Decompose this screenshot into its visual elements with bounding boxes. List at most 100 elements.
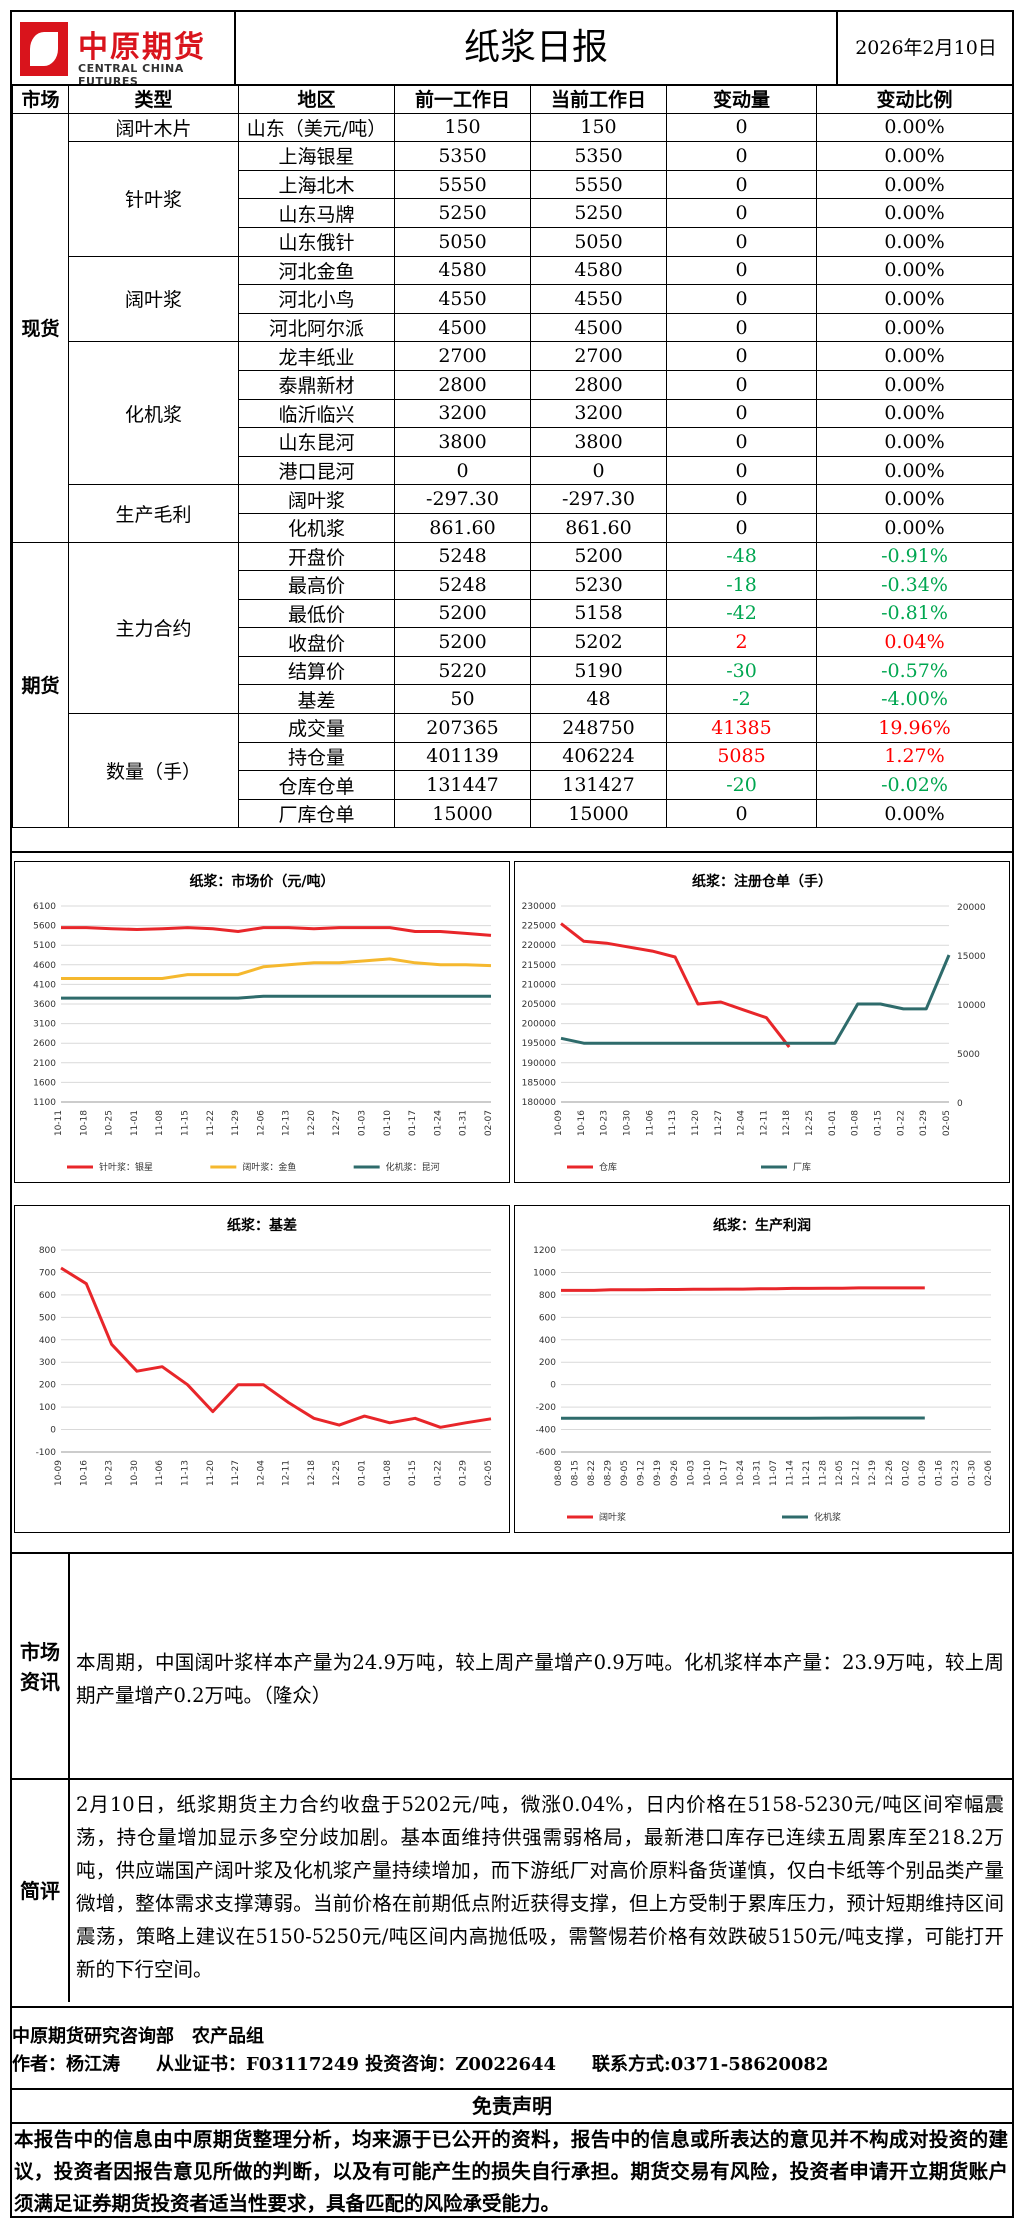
column-header: 变动比例: [816, 84, 1013, 114]
pct-cell: 0.00%: [816, 255, 1013, 286]
y-tick-label: 5100: [33, 941, 56, 951]
pct-cell: 0.00%: [816, 369, 1013, 400]
prev-cell: 150: [394, 112, 531, 143]
chart-svg: 纸浆：市场价（元/吨） 1100 1600 2100 2600 3100 3600 4100 4…: [33, 873, 494, 1173]
table-header-row: 市场 类型 地区 前一工作日 当前工作日 变动量 变动比例: [12, 84, 1013, 114]
y-tick-label: 2100: [33, 1059, 56, 1069]
x-tick-label: 01-10: [383, 1110, 393, 1136]
y-tick-label: 6100: [33, 902, 56, 912]
type-cell: 数量（手）: [68, 713, 239, 829]
production-profit-chart: 纸浆：生产利润 -600 -400 -200 0 200 400 600 800 1000 1200…: [514, 1205, 1010, 1533]
pct-cell: 0.00%: [816, 455, 1013, 486]
prev-cell: 50: [394, 684, 531, 715]
region-cell: 临沂临兴: [238, 398, 395, 429]
y-tick-label: 230000: [522, 902, 557, 912]
region-cell: 山东俄针: [238, 226, 395, 257]
chg-cell: 41385: [666, 713, 817, 743]
x-tick-label: 12-11: [759, 1110, 769, 1136]
x-tick-label: 10-23: [105, 1460, 115, 1486]
chart-title: 纸浆：基差: [227, 1217, 297, 1234]
x-tick-label: 02-05: [942, 1110, 952, 1136]
chart-title: 纸浆：注册仓单（手）: [692, 873, 832, 890]
chg-cell: -42: [666, 598, 817, 629]
curr-cell: 48: [530, 684, 667, 715]
market-cell: 期货: [12, 541, 69, 829]
x-tick-label: 10-24: [736, 1460, 746, 1486]
x-tick-label: 01-22: [433, 1460, 443, 1486]
chart-svg: 纸浆：基差 -100 0 100 200 300 400 500 600 700 800 10-09 1…: [36, 1217, 494, 1486]
x-tick-label: 12-05: [835, 1460, 845, 1486]
x-tick-label: 10-09: [554, 1110, 564, 1136]
region-cell: 泰鼎新材: [238, 369, 395, 400]
pct-cell: 0.00%: [816, 169, 1013, 200]
table-row: 山东昆河 3800 3800 0 0.00%: [13, 427, 1013, 457]
x-tick-label: 11-01: [130, 1110, 140, 1136]
x-tick-label: 02-06: [984, 1460, 994, 1486]
x-tick-label: 01-09: [918, 1460, 928, 1486]
x-tick-label: 01-03: [358, 1110, 368, 1136]
series-line: [560, 954, 951, 1045]
legend-label: 厂库: [793, 1161, 811, 1173]
y-tick-label: 400: [39, 1336, 56, 1346]
x-tick-label: 12-19: [868, 1460, 878, 1486]
x-tick-label: 01-30: [967, 1460, 977, 1486]
y-tick-label: 205000: [522, 1000, 557, 1010]
x-tick-label: 10-11: [54, 1110, 64, 1136]
logo-mark-icon: [20, 22, 68, 76]
y-tick-label: 1100: [33, 1098, 56, 1108]
chg-cell: 0: [666, 141, 817, 171]
table-row: 山东俄针 5050 5050 0 0.00%: [13, 226, 1013, 257]
company-logo: 中原期货 CENTRAL CHINA FUTURES: [12, 12, 236, 88]
y-tick-label: 215000: [522, 961, 557, 971]
y-right-tick-label: 20000: [957, 903, 986, 913]
legend-label: 仓库: [599, 1161, 617, 1173]
x-tick-label: 11-06: [645, 1110, 655, 1136]
pct-cell: -0.81%: [816, 598, 1013, 629]
y-right-tick-label: 5000: [957, 1050, 980, 1060]
column-header: 市场: [12, 84, 69, 114]
x-tick-label: 11-22: [206, 1110, 216, 1136]
region-cell: 仓库仓单: [238, 770, 395, 800]
x-tick-label: 08-15: [571, 1460, 581, 1486]
table-row: 持仓量 401139 406224 5085 1.27%: [13, 741, 1013, 772]
prev-cell: 5200: [394, 627, 531, 657]
table-row: 数量（手） 成交量 207365 248750 41385 19.96%: [13, 713, 1013, 829]
y-tick-label: 1600: [33, 1078, 56, 1088]
pct-cell: -0.34%: [816, 570, 1013, 600]
pct-cell: 0.00%: [816, 198, 1013, 228]
table-row: 期货 主力合约 开盘价 5248 5200 -48 -0.91%: [12, 541, 1013, 829]
series-line: [560, 922, 791, 1049]
prev-cell: 4500: [394, 312, 531, 343]
legend-label: 针叶浆：银星: [99, 1161, 153, 1173]
table-row: 最低价 5200 5158 -42 -0.81%: [13, 598, 1013, 629]
x-tick-label: 01-29: [919, 1110, 929, 1136]
prev-cell: 5050: [394, 226, 531, 257]
region-cell: 厂库仓单: [238, 798, 395, 829]
prev-cell: 131447: [394, 770, 531, 800]
y-tick-label: 500: [39, 1313, 56, 1323]
region-cell: 上海北木: [238, 169, 395, 200]
prev-cell: 5250: [394, 198, 531, 228]
x-tick-label: 10-17: [719, 1460, 729, 1486]
table-row: 生产毛利 阔叶浆 -297.30 -297.30 0 0.00%: [13, 484, 1013, 543]
curr-cell: 2800: [530, 369, 667, 400]
x-tick-label: 08-29: [604, 1460, 614, 1486]
disclaimer-title: 免责声明: [12, 2088, 1012, 2124]
market-cell: 现货: [12, 112, 69, 543]
pct-cell: 0.00%: [816, 427, 1013, 457]
curr-cell: 15000: [530, 798, 667, 829]
prev-cell: 4550: [394, 284, 531, 314]
region-cell: 山东马牌: [238, 198, 395, 228]
x-tick-label: 10-18: [79, 1110, 89, 1136]
x-tick-label: 11-27: [714, 1110, 724, 1136]
x-tick-label: 10-25: [105, 1110, 115, 1136]
chg-cell: 0: [666, 341, 817, 371]
region-cell: 成交量: [238, 713, 395, 743]
pct-cell: -0.91%: [816, 541, 1013, 572]
chg-cell: 0: [666, 255, 817, 286]
table-row: 化机浆 861.60 861.60 0 0.00%: [13, 512, 1013, 543]
curr-cell: 3800: [530, 427, 667, 457]
x-tick-label: 01-17: [408, 1110, 418, 1136]
chg-cell: 0: [666, 169, 817, 200]
y-tick-label: 600: [539, 1313, 556, 1323]
